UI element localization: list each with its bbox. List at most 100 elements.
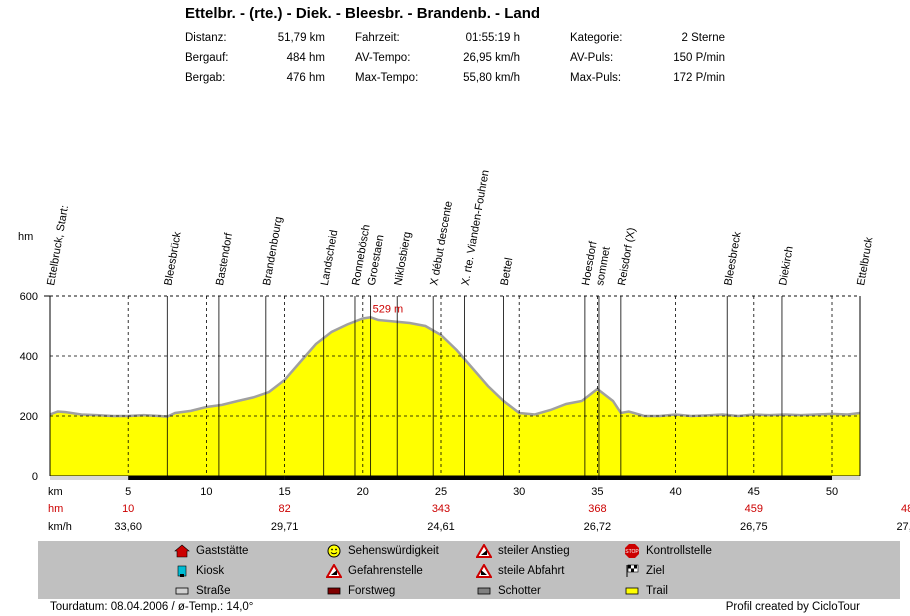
stop-icon: STOP bbox=[624, 544, 640, 558]
stat-value: 2 Sterne bbox=[681, 32, 725, 44]
legend-item: steile Abfahrt bbox=[475, 563, 565, 578]
surface-segment bbox=[128, 476, 285, 480]
svg-text:STOP: STOP bbox=[625, 549, 639, 555]
x-tick-label: 10 bbox=[200, 486, 212, 498]
elevation-chart: Ettelbruck, Start: Bleesbrück Bastendorf Br… bbox=[18, 169, 910, 533]
kiosk-icon bbox=[174, 564, 190, 578]
hm-row-value: 480 bbox=[901, 503, 910, 515]
legend-label: steile Abfahrt bbox=[498, 565, 565, 577]
waypoint-label: Diekirch bbox=[777, 245, 796, 286]
legend: Gaststätte Sehenswürdigkeit steiler Anstie… bbox=[38, 541, 900, 599]
stat-value: 150 P/min bbox=[673, 52, 725, 64]
surface-segment bbox=[597, 476, 833, 480]
x-tick-label: 25 bbox=[435, 486, 447, 498]
y-axis-title: hm bbox=[18, 231, 33, 243]
kmh-row-value: 27,43 bbox=[896, 521, 910, 533]
legend-item: Gefahrenstelle bbox=[325, 563, 423, 578]
danger-icon bbox=[325, 563, 343, 578]
stat-value: 26,95 km/h bbox=[463, 52, 520, 64]
x-tick-label: 40 bbox=[669, 486, 681, 498]
legend-label: Sehenswürdigkeit bbox=[348, 545, 439, 557]
waypoint-label: Ettelbruck bbox=[855, 236, 875, 287]
hm-row-label: hm bbox=[48, 503, 63, 515]
kmh-row-value: 26,72 bbox=[584, 521, 612, 533]
elevation-area bbox=[50, 317, 860, 476]
legend-item: Sehenswürdigkeit bbox=[326, 544, 439, 558]
legend-label: Gefahrenstelle bbox=[348, 565, 423, 577]
footer-credit: Profil created by CicloTour bbox=[725, 601, 860, 613]
hm-row-value: 368 bbox=[588, 503, 606, 515]
hm-row-value: 343 bbox=[432, 503, 450, 515]
kmh-row-value: 29,71 bbox=[271, 521, 299, 533]
road-swatch-icon bbox=[174, 584, 190, 598]
house-icon bbox=[174, 544, 190, 558]
x-tick-label: 15 bbox=[278, 486, 290, 498]
x-tick-label: 45 bbox=[748, 486, 760, 498]
waypoint-label: Bleesbreck bbox=[722, 230, 743, 286]
legend-item: Gaststätte bbox=[174, 544, 248, 558]
hm-row-value: 10 bbox=[122, 503, 134, 515]
trail-swatch-icon bbox=[624, 584, 640, 598]
stat-value: 55,80 km/h bbox=[463, 72, 520, 84]
waypoint-label: Bettel bbox=[499, 257, 516, 287]
y-tick-label: 200 bbox=[20, 411, 38, 423]
footer-tour-info: Tourdatum: 08.04.2006 / ø-Temp.: 14,0° bbox=[50, 601, 254, 613]
kmh-row-label: km/h bbox=[48, 521, 72, 533]
stat-label: Max-Tempo: bbox=[355, 72, 419, 84]
stat-value: 172 P/min bbox=[673, 72, 725, 84]
waypoint-label: Bastendorf bbox=[214, 231, 235, 286]
legend-label: Schotter bbox=[498, 585, 541, 597]
y-tick-label: 400 bbox=[20, 351, 38, 363]
legend-label: Trail bbox=[646, 585, 668, 597]
x-tick-label: 20 bbox=[357, 486, 369, 498]
stat-label: Distanz: bbox=[185, 32, 227, 44]
legend-item: Straße bbox=[174, 584, 231, 598]
stat-value: 484 hm bbox=[286, 52, 325, 64]
surface-segment bbox=[441, 476, 598, 480]
stat-label: AV-Tempo: bbox=[355, 52, 411, 64]
legend-item: Kiosk bbox=[174, 564, 224, 578]
stat-label: Bergab: bbox=[185, 72, 226, 84]
waypoint-label: X. rte. Vianden-Fouhren bbox=[460, 169, 492, 287]
waypoint-label: Bleesbrück bbox=[162, 230, 183, 286]
x-tick-label: 50 bbox=[826, 486, 838, 498]
waypoint-label: Ettelbruck, Start: bbox=[45, 204, 71, 286]
forest-road-swatch-icon bbox=[326, 584, 342, 598]
legend-label: Straße bbox=[196, 585, 231, 597]
legend-label: steiler Anstieg bbox=[498, 545, 570, 557]
x-tick-label: 35 bbox=[591, 486, 603, 498]
waypoint-label: Niklosbierg bbox=[392, 231, 413, 287]
surface-segment bbox=[284, 476, 442, 480]
stat-value: 01:55:19 h bbox=[465, 32, 520, 44]
x-tick-label: 30 bbox=[513, 486, 525, 498]
legend-item: steiler Anstieg bbox=[475, 543, 570, 558]
hm-row-value: 459 bbox=[745, 503, 763, 515]
x-axis-title: km bbox=[48, 486, 63, 498]
stat-value: 476 hm bbox=[286, 72, 325, 84]
legend-label: Forstweg bbox=[348, 585, 396, 597]
y-tick-label: 600 bbox=[20, 291, 38, 303]
kmh-row-value: 24,61 bbox=[427, 521, 455, 533]
stat-label: Max-Puls: bbox=[570, 72, 622, 84]
gravel-swatch-icon bbox=[476, 584, 492, 598]
steep-climb-icon bbox=[475, 543, 493, 558]
waypoint-label: X début descente bbox=[428, 200, 455, 286]
legend-label: Kiosk bbox=[196, 565, 225, 577]
waypoint-label: Brandenbourg bbox=[261, 216, 285, 287]
steep-descent-icon bbox=[475, 563, 493, 578]
stat-label: Bergauf: bbox=[185, 52, 229, 64]
smiley-icon bbox=[326, 544, 342, 558]
kmh-row-value: 26,75 bbox=[740, 521, 768, 533]
legend-label: Ziel bbox=[646, 565, 665, 577]
legend-item: Forstweg bbox=[326, 584, 395, 598]
stat-label: AV-Puls: bbox=[570, 52, 614, 64]
finish-flag-icon bbox=[624, 564, 640, 578]
page-title: Ettelbr. - (rte.) - Diek. - Bleesbr. - B… bbox=[185, 5, 541, 22]
legend-label: Kontrollstelle bbox=[646, 545, 712, 557]
waypoint-label: Reisdorf (X) bbox=[616, 227, 638, 287]
legend-item: Trail bbox=[624, 584, 668, 598]
kmh-row-value: 33,60 bbox=[114, 521, 142, 533]
hm-row-value: 82 bbox=[278, 503, 290, 515]
x-tick-label: 5 bbox=[125, 486, 131, 498]
max-elevation-label: 529 m bbox=[373, 303, 404, 315]
